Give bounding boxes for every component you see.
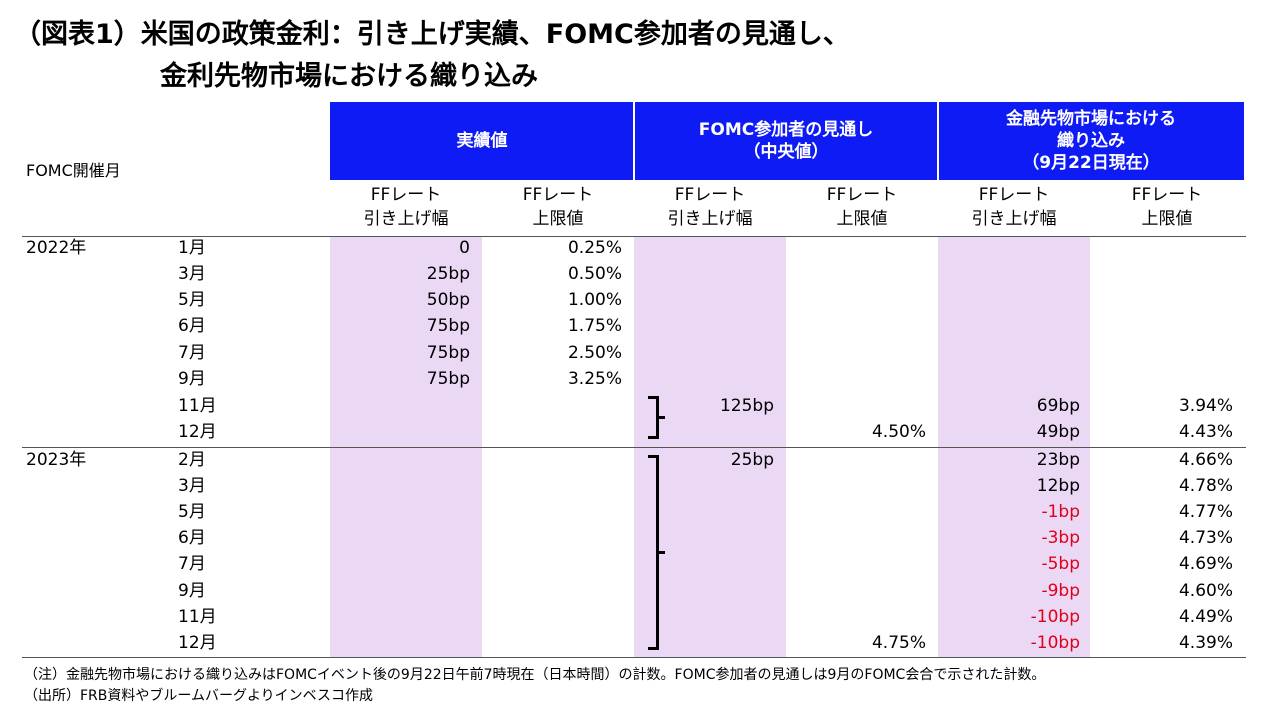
row-month-label: 11月	[178, 396, 217, 416]
header-divider	[633, 102, 635, 180]
subheader-fomc-hike: FFレート 引き上げ幅	[667, 185, 753, 229]
cell-actual-upper: 1.75%	[567, 316, 622, 336]
cell-mkt-hike: 23bp	[1036, 450, 1080, 470]
cell-actual-hike: 0	[459, 238, 470, 258]
header-actual: 実績値	[330, 102, 634, 180]
cell-actual-hike: 75bp	[426, 316, 470, 336]
header-fomc: FOMC参加者の見通し （中央値）	[634, 102, 938, 180]
subheader-fomc-upper: FFレート 上限値	[826, 185, 898, 229]
row-month-label: 6月	[178, 528, 206, 548]
row-month-label: 7月	[178, 554, 206, 574]
row-month-label: 3月	[178, 476, 206, 496]
cell-mkt-hike: -10bp	[1030, 607, 1080, 627]
cell-mkt-upper: 4.49%	[1178, 607, 1233, 627]
cell-mkt-hike: 12bp	[1036, 476, 1080, 496]
cell-fomc-upper: 4.75%	[871, 633, 926, 653]
cell-mkt-hike: -1bp	[1041, 502, 1080, 522]
year-divider-rule	[22, 447, 1246, 448]
header-divider	[937, 102, 939, 180]
cell-fomc-hike: 125bp	[719, 396, 774, 416]
table-bottom-rule	[22, 657, 1246, 658]
footnote: （注）金融先物市場における織り込みはFOMCイベント後の9月22日午前7時現在（…	[24, 667, 1046, 683]
cell-mkt-upper: 4.39%	[1178, 633, 1233, 653]
cell-mkt-hike: -9bp	[1041, 581, 1080, 601]
cell-actual-hike: 50bp	[426, 290, 470, 310]
year-label-2023: 2023年	[26, 450, 87, 470]
subheader-actual-upper: FFレート 上限値	[522, 185, 594, 229]
cell-mkt-upper: 4.66%	[1178, 450, 1233, 470]
row-month-label: 3月	[178, 264, 206, 284]
header-market: 金融先物市場における 織り込み （9月22日現在）	[938, 102, 1244, 180]
cell-mkt-upper: 4.77%	[1178, 502, 1233, 522]
source-note: （出所）FRB資料やブルームバーグよりインベスコ作成	[24, 688, 373, 704]
year-label-2022: 2022年	[26, 238, 87, 258]
row-month-label: 9月	[178, 581, 206, 601]
cell-mkt-upper: 4.69%	[1178, 554, 1233, 574]
cell-mkt-upper: 4.78%	[1178, 476, 1233, 496]
cell-actual-hike: 25bp	[426, 264, 470, 284]
subheader-market-upper: FFレート 上限値	[1131, 185, 1203, 229]
cell-mkt-upper: 3.94%	[1178, 396, 1233, 416]
cell-mkt-hike: -3bp	[1041, 528, 1080, 548]
cell-mkt-hike: 69bp	[1036, 396, 1080, 416]
row-month-label: 6月	[178, 316, 206, 336]
cell-actual-hike: 75bp	[426, 343, 470, 363]
row-month-label: 9月	[178, 369, 206, 389]
cell-mkt-upper: 4.73%	[1178, 528, 1233, 548]
row-month-label: 5月	[178, 502, 206, 522]
row-month-label: 1月	[178, 238, 206, 258]
cell-mkt-hike: -10bp	[1030, 633, 1080, 653]
cell-mkt-upper: 4.43%	[1178, 422, 1233, 442]
subheader-actual-hike: FFレート 引き上げ幅	[363, 185, 449, 229]
page-title-line2: 金利先物市場における織り込み	[160, 61, 538, 92]
cell-actual-upper: 2.50%	[567, 343, 622, 363]
row-month-label: 11月	[178, 607, 217, 627]
header-rule	[22, 236, 1246, 237]
cell-actual-hike: 75bp	[426, 369, 470, 389]
cell-actual-upper: 3.25%	[567, 369, 622, 389]
page-title-line1: （図表1）米国の政策金利：引き上げ実績、FOMC参加者の見通し、	[14, 19, 850, 50]
cell-mkt-hike: -5bp	[1041, 554, 1080, 574]
row-month-label: 12月	[178, 422, 217, 442]
cell-fomc-upper: 4.50%	[871, 422, 926, 442]
cell-fomc-hike: 25bp	[730, 450, 774, 470]
cell-actual-upper: 1.00%	[567, 290, 622, 310]
cell-mkt-upper: 4.60%	[1178, 581, 1233, 601]
row-header-label: FOMC開催月	[26, 161, 121, 180]
cell-actual-upper: 0.25%	[567, 238, 622, 258]
row-month-label: 5月	[178, 290, 206, 310]
row-month-label: 12月	[178, 633, 217, 653]
row-month-label: 7月	[178, 343, 206, 363]
cell-actual-upper: 0.50%	[567, 264, 622, 284]
row-month-label: 2月	[178, 450, 206, 470]
cell-mkt-hike: 49bp	[1036, 422, 1080, 442]
subheader-market-hike: FFレート 引き上げ幅	[971, 185, 1057, 229]
